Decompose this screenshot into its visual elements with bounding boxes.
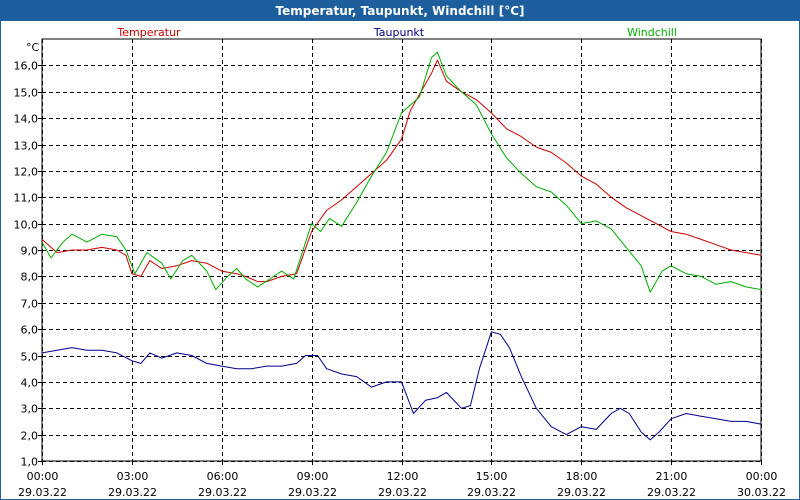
legend: Temperatur Taupunkt Windchill (116, 26, 677, 39)
y-tick-label: 14,0 (14, 113, 39, 126)
legend-entry-windchill: Windchill (627, 26, 677, 39)
y-tick-label: 4,0 (21, 377, 39, 390)
grid (42, 39, 762, 462)
x-tick-date-label: 29.03.22 (18, 486, 67, 499)
legend-entry-taupunkt: Taupunkt (373, 26, 425, 39)
x-tick-date-label: 29.03.22 (557, 486, 606, 499)
y-tick-label: 3,0 (21, 403, 39, 416)
chart-title: Temperatur, Taupunkt, Windchill [°C] (1, 1, 799, 21)
x-tick-date-label: 29.03.22 (288, 486, 337, 499)
x-tick-date-label: 30.03.22 (737, 486, 786, 499)
series-line-windchill (41, 51, 762, 293)
x-tick-time-label: 00:00 (746, 470, 778, 483)
y-tick-label: 13,0 (14, 140, 39, 153)
x-tick-time-label: 18:00 (566, 470, 598, 483)
x-tick-time-label: 15:00 (476, 470, 508, 483)
x-tick-time-label: 21:00 (656, 470, 688, 483)
y-axis-label: °C (26, 41, 40, 54)
series-line-taupunkt (41, 331, 762, 441)
x-tick-date-label: 29.03.22 (467, 486, 516, 499)
y-tick-label: 2,0 (21, 430, 39, 443)
x-tick-time-label: 12:00 (387, 470, 419, 483)
legend-entry-temperatur: Temperatur (116, 26, 181, 39)
x-tick-time-label: 03:00 (117, 470, 149, 483)
y-tick-label: 15,0 (14, 87, 39, 100)
x-tick-date-label: 29.03.22 (378, 486, 427, 499)
x-tick-date-label: 29.03.22 (647, 486, 696, 499)
x-tick-date-label: 29.03.22 (108, 486, 157, 499)
y-tick-label: 6,0 (21, 324, 39, 337)
x-tick-time-label: 09:00 (297, 470, 329, 483)
y-tick-label: 9,0 (21, 245, 39, 258)
y-tick-label: 10,0 (14, 219, 39, 232)
x-axis-ticks: 00:00 29.03.22 03:00 29.03.22 06:00 29.03.22 0… (18, 461, 786, 499)
y-tick-label: 8,0 (21, 271, 39, 284)
x-tick-time-label: 06:00 (207, 470, 239, 483)
x-tick-date-label: 29.03.22 (198, 486, 247, 499)
y-tick-label: 1,0 (21, 456, 39, 469)
y-tick-label: 16,0 (14, 60, 39, 73)
y-tick-label: 12,0 (14, 166, 39, 179)
series-lines (41, 51, 762, 441)
y-axis-ticks: 1,0 2,0 3,0 4,0 5,0 6,0 7,0 8,0 9,0 10,0 11,0 12,0 1… (14, 60, 42, 469)
y-tick-label: 5,0 (21, 351, 39, 364)
y-tick-label: 7,0 (21, 298, 39, 311)
series-line-temperatur (41, 59, 762, 283)
x-tick-time-label: 00:00 (27, 470, 59, 483)
y-tick-label: 11,0 (14, 192, 39, 205)
